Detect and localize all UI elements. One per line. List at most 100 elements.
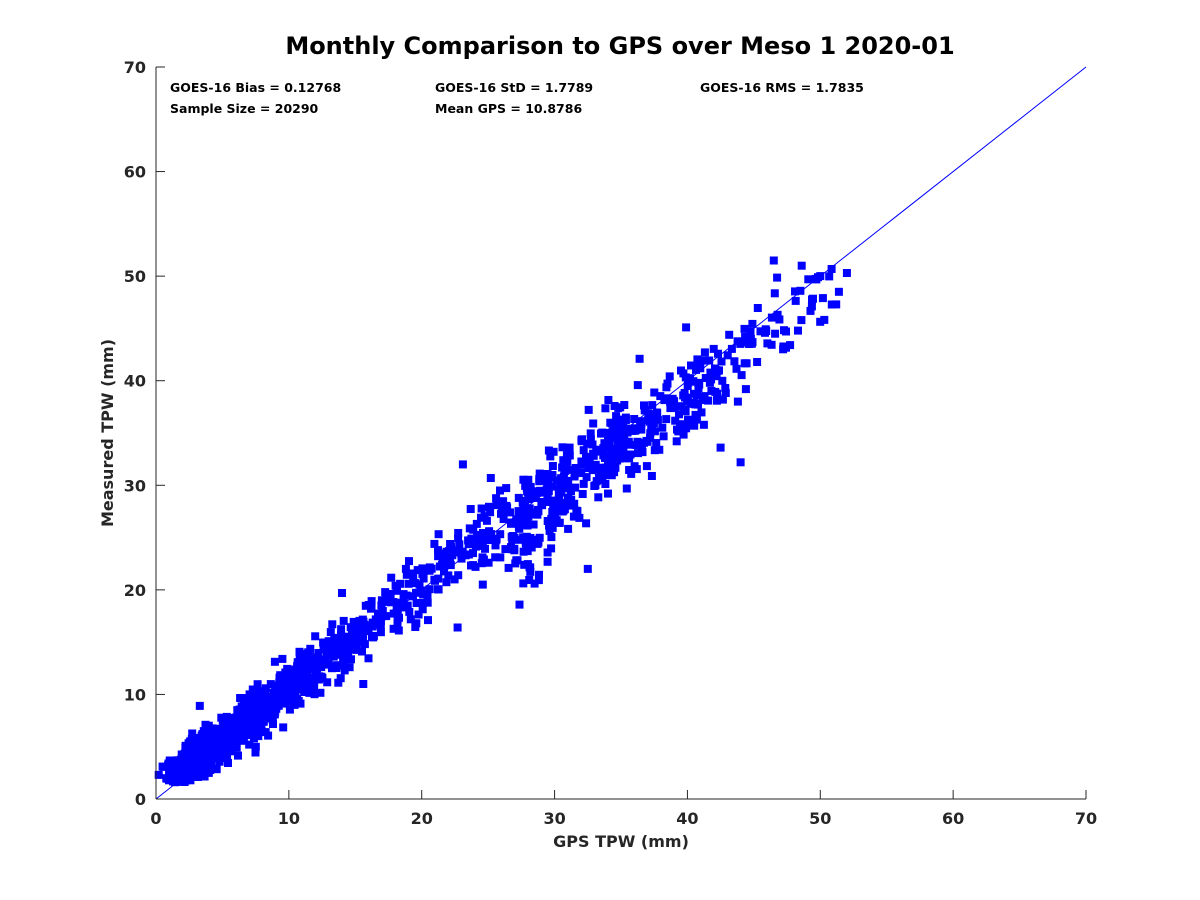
data-point: [202, 730, 210, 739]
data-point: [514, 523, 523, 532]
data-point: [444, 571, 453, 580]
data-point: [569, 512, 578, 521]
data-point: [692, 365, 700, 374]
data-point: [418, 564, 427, 573]
data-point: [350, 639, 359, 648]
data-point: [584, 464, 593, 473]
data-point: [485, 502, 493, 511]
data-point: [340, 666, 349, 675]
data-point: [356, 638, 365, 647]
data-point: [393, 608, 402, 617]
data-point: [419, 574, 428, 583]
data-point: [567, 487, 575, 495]
data-point: [526, 563, 535, 572]
data-point: [431, 576, 439, 585]
data-point: [714, 349, 722, 358]
data-point: [564, 501, 573, 510]
data-point: [730, 357, 739, 366]
data-point: [266, 680, 275, 689]
data-point: [411, 579, 420, 588]
data-point: [339, 616, 348, 625]
data-point: [506, 508, 514, 517]
data-point: [705, 378, 714, 387]
data-point: [586, 435, 595, 444]
data-point: [244, 714, 253, 723]
data-point: [352, 618, 361, 627]
data-point: [401, 564, 410, 573]
data-point: [558, 443, 567, 452]
data-point: [652, 408, 661, 417]
data-point: [477, 504, 486, 513]
data-point: [412, 588, 420, 597]
data-point: [647, 472, 656, 480]
data-point: [411, 623, 420, 631]
data-point: [534, 576, 543, 585]
data-point: [299, 657, 308, 666]
data-point: [531, 494, 540, 502]
data-point: [804, 275, 813, 284]
data-point: [171, 771, 180, 780]
data-point: [791, 287, 799, 296]
data-point: [227, 742, 236, 751]
data-point: [419, 590, 428, 599]
data-point: [446, 559, 455, 568]
data-point: [549, 502, 558, 511]
data-point: [235, 705, 244, 714]
data-point: [375, 613, 384, 622]
data-point: [386, 590, 395, 598]
data-point: [296, 699, 305, 708]
data-point: [571, 483, 580, 492]
data-point: [393, 619, 402, 628]
data-point: [673, 425, 681, 434]
data-point: [706, 368, 715, 377]
data-point: [404, 579, 413, 588]
data-point: [484, 558, 493, 567]
data-point: [194, 761, 203, 769]
data-point: [582, 519, 591, 528]
data-point: [650, 446, 659, 455]
data-point: [272, 704, 281, 713]
data-point: [448, 551, 457, 560]
data-point: [721, 384, 730, 392]
data-point: [693, 355, 702, 364]
data-point: [564, 476, 573, 485]
data-point: [270, 710, 279, 719]
data-point: [515, 514, 524, 523]
data-point: [672, 437, 681, 446]
data-point: [649, 419, 658, 428]
data-point: [684, 378, 693, 387]
annotation-mean-gps: Mean GPS = 10.8786: [435, 101, 582, 116]
data-point: [286, 686, 295, 695]
y-tick-label: 40: [124, 372, 146, 391]
data-point: [666, 395, 674, 404]
data-point: [533, 510, 542, 519]
data-point: [740, 359, 749, 368]
data-point: [382, 593, 390, 601]
data-point: [652, 439, 661, 447]
y-tick-label: 60: [124, 163, 146, 182]
data-point: [377, 596, 386, 605]
data-point: [439, 551, 448, 560]
data-point: [291, 665, 300, 674]
data-point: [547, 544, 556, 553]
data-point: [323, 651, 331, 660]
data-point: [473, 530, 482, 539]
data-point: [712, 366, 721, 375]
data-point: [257, 726, 266, 735]
x-tick-label: 40: [676, 809, 698, 828]
data-point: [454, 534, 463, 543]
data-point: [700, 348, 709, 357]
data-point: [775, 315, 784, 324]
data-point: [280, 690, 289, 699]
data-point: [499, 497, 508, 506]
data-point: [611, 445, 620, 454]
data-point: [660, 396, 669, 405]
data-point: [450, 575, 459, 584]
data-point: [737, 371, 746, 380]
data-point: [261, 728, 270, 737]
data-point: [406, 615, 415, 624]
data-point: [346, 634, 355, 643]
data-point: [358, 647, 366, 656]
data-point: [718, 376, 727, 385]
data-point: [604, 489, 612, 498]
